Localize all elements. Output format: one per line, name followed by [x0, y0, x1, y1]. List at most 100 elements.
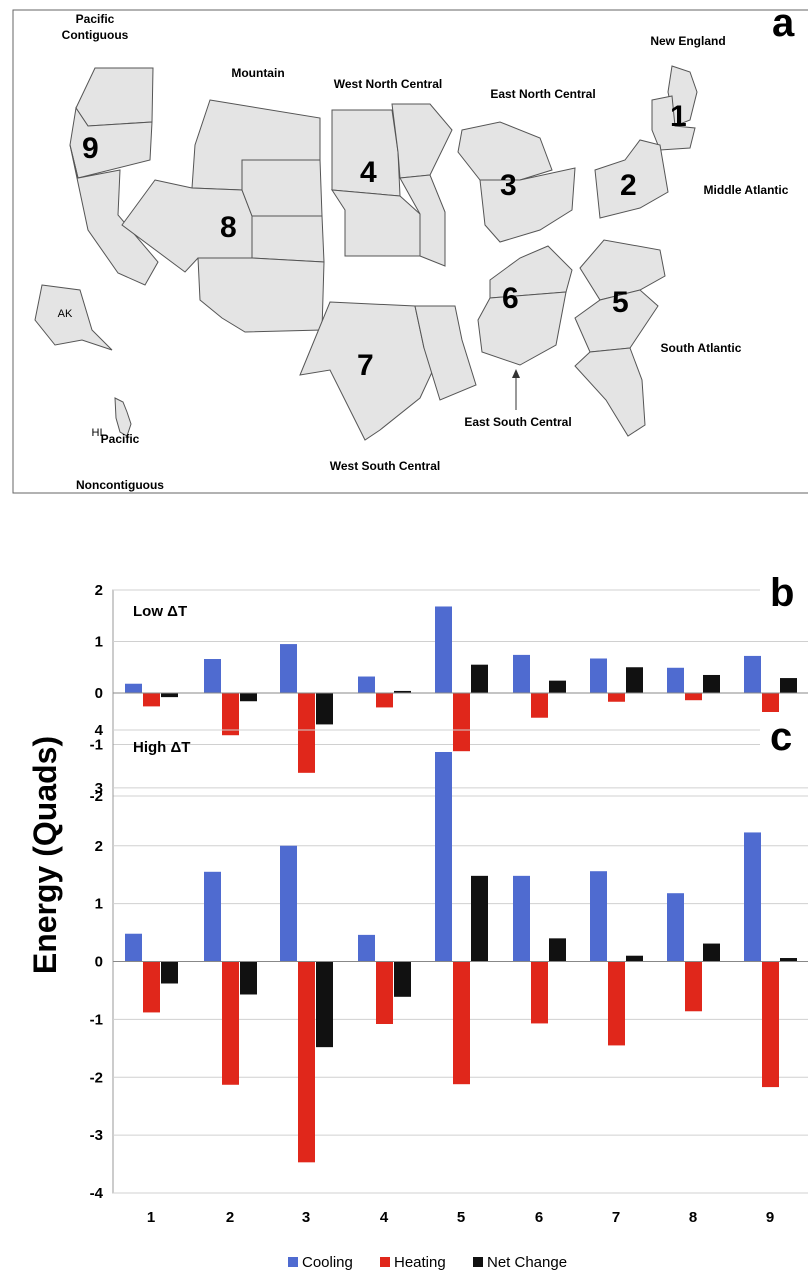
label-pacific-noncontiguous-1: Pacific [101, 432, 140, 446]
region-alaska [34, 284, 113, 351]
c-bar-cooling-6 [513, 875, 530, 962]
region-numbers: 1 2 3 4 5 6 7 8 9 [82, 100, 687, 382]
b-bar-heating-3 [298, 693, 315, 773]
c-bar-heating-3 [298, 961, 315, 1163]
c-bar-heating-5 [453, 961, 470, 1085]
b-bar-net-change-3 [316, 693, 333, 725]
b-bar-heating-2 [222, 693, 239, 736]
b-bar-cooling-9 [744, 655, 761, 693]
region-number-5: 5 [612, 286, 629, 319]
b-bar-net-change-7 [626, 667, 643, 693]
label-hi: HI [92, 427, 103, 439]
region-8-colorado [251, 215, 325, 263]
b-y-tick-label: 1 [95, 634, 103, 651]
region-number-2: 2 [620, 169, 637, 202]
c-bar-cooling-8 [667, 893, 684, 962]
label-east-south-central: East South Central [464, 415, 571, 429]
c-y-tick-label: -2 [90, 1069, 103, 1086]
panel-label-b: b [770, 571, 794, 615]
panel-label-a: a [772, 1, 795, 45]
us-regions [34, 65, 698, 441]
b-bar-heating-1 [143, 693, 160, 707]
legend-label-net-change: Net Change [487, 1254, 567, 1271]
b-y-tick-label: -1 [90, 737, 103, 754]
c-bar-net-change-2 [240, 961, 257, 995]
c-bar-net-change-9 [780, 958, 797, 962]
x-category-label-6: 6 [535, 1209, 543, 1226]
x-category-label-7: 7 [612, 1209, 620, 1226]
region-8-wyoming [241, 159, 323, 217]
b-bar-cooling-1 [125, 683, 142, 693]
region-7-arkansas-louisiana [414, 305, 477, 401]
region-hawaii [114, 397, 132, 437]
c-bar-cooling-5 [435, 751, 452, 962]
x-category-label-4: 4 [380, 1209, 389, 1226]
c-y-tick-label: -3 [90, 1127, 103, 1144]
region-number-8: 8 [220, 211, 237, 244]
c-y-tick-label: 0 [95, 954, 103, 971]
region-number-4: 4 [360, 156, 377, 189]
east-south-central-arrow-head [512, 369, 520, 378]
x-category-label-8: 8 [689, 1209, 697, 1226]
region-6-ms-al [477, 291, 567, 366]
b-bar-cooling-2 [204, 659, 221, 693]
chart-c-tick-labels: 4 3 2 1 0 -1 -2 -3 -4 [90, 722, 104, 1202]
map-panel: a [12, 1, 808, 494]
b-bar-net-change-4 [394, 690, 411, 693]
region-9-california [69, 144, 159, 286]
region-number-7: 7 [357, 349, 374, 382]
label-west-south-central: West South Central [330, 459, 440, 473]
region-labels: Pacific Contiguous Mountain West North C… [62, 12, 789, 492]
c-bar-net-change-4 [394, 961, 411, 997]
x-category-label-1: 1 [147, 1209, 155, 1226]
label-east-north-central: East North Central [490, 87, 595, 101]
b-bar-net-change-5 [471, 664, 488, 693]
b-bar-net-change-6 [549, 680, 566, 693]
legend-swatch-net-change [473, 1257, 483, 1267]
region-8-arizona-nm [197, 257, 325, 333]
c-bar-net-change-1 [161, 961, 178, 984]
x-category-label-9: 9 [766, 1209, 774, 1226]
label-south-atlantic: South Atlantic [661, 341, 742, 355]
label-pacific-contiguous-2: Contiguous [62, 28, 129, 42]
legend: Cooling Heating Net Change [288, 1254, 567, 1271]
chart-panel-c: 4 3 2 1 0 -1 -2 -3 -4 High ΔT c [90, 712, 808, 1202]
b-y-tick-label: 0 [95, 685, 103, 702]
label-new-england: New England [650, 34, 725, 48]
region-number-6: 6 [502, 282, 519, 315]
region-number-3: 3 [500, 169, 517, 202]
region-3-illinois-indiana-ohio [479, 167, 576, 243]
region-4-minnesota [391, 103, 453, 179]
chart-b-label-bg [760, 568, 808, 610]
c-y-tick-label: 1 [95, 896, 103, 913]
c-bar-heating-8 [685, 961, 702, 1012]
c-bar-net-change-5 [471, 875, 488, 962]
b-bar-heating-5 [453, 693, 470, 752]
c-y-tick-label: -1 [90, 1011, 103, 1028]
region-4-nebraska-kansas [331, 189, 421, 257]
legend-label-cooling: Cooling [302, 1254, 353, 1271]
c-bar-cooling-9 [744, 832, 761, 962]
chart-c-label-bg [760, 712, 808, 752]
label-pacific-noncontiguous-2: Noncontiguous [76, 478, 164, 492]
c-bar-cooling-3 [280, 845, 297, 962]
b-bar-heating-8 [685, 693, 702, 701]
b-bar-cooling-5 [435, 606, 452, 693]
c-bar-heating-9 [762, 961, 779, 1088]
b-bar-cooling-8 [667, 667, 684, 693]
c-y-tick-label: 2 [95, 838, 103, 855]
c-bar-net-change-7 [626, 955, 643, 962]
c-bar-cooling-1 [125, 933, 142, 962]
label-ak: AK [58, 308, 73, 320]
c-bar-cooling-2 [204, 871, 221, 962]
legend-swatch-heating [380, 1257, 390, 1267]
b-y-tick-label: -2 [90, 788, 103, 805]
legend-label-heating: Heating [394, 1254, 446, 1271]
c-bar-cooling-4 [358, 934, 375, 962]
x-category-label-3: 3 [302, 1209, 310, 1226]
region-1-southern-ne [651, 95, 696, 151]
chart-c-bars [125, 751, 797, 1163]
c-bar-heating-6 [531, 961, 548, 1024]
x-category-label-5: 5 [457, 1209, 465, 1226]
region-2-middle-atlantic [594, 139, 669, 219]
